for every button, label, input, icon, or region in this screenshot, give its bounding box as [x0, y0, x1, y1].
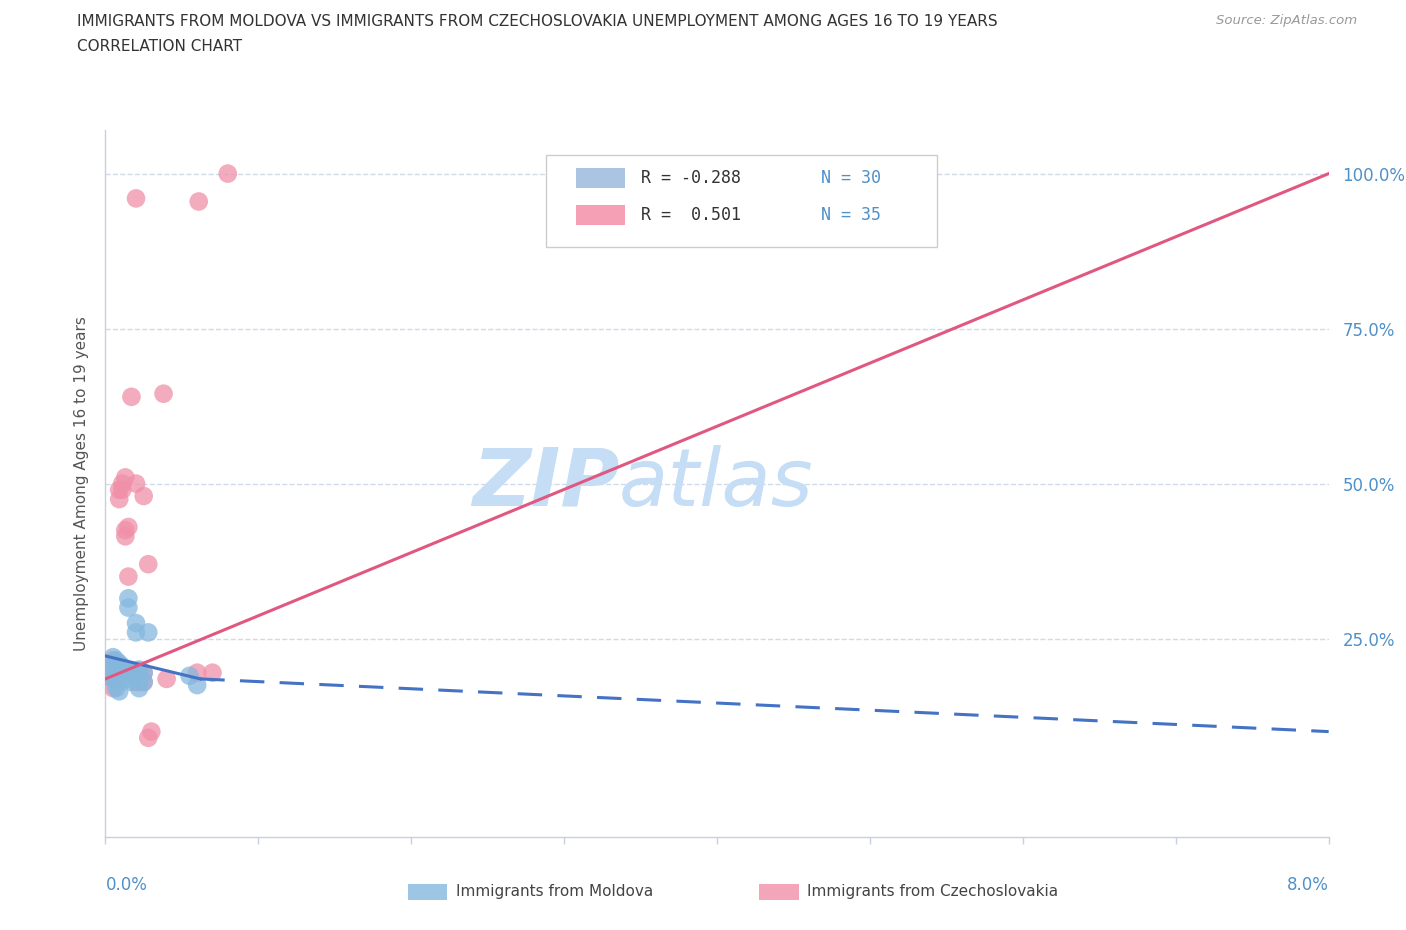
- Point: [120, 674, 142, 689]
- Point: [120, 665, 142, 680]
- Point: [132, 488, 155, 503]
- Point: [132, 665, 155, 680]
- Point: [108, 483, 131, 498]
- Point: [105, 671, 128, 686]
- Point: [111, 483, 134, 498]
- Point: [105, 671, 128, 686]
- Point: [101, 671, 124, 686]
- Text: Immigrants from Czechoslovakia: Immigrants from Czechoslovakia: [807, 884, 1059, 899]
- Point: [105, 662, 128, 677]
- Point: [105, 653, 128, 668]
- Point: [136, 730, 159, 745]
- Point: [105, 681, 128, 696]
- Point: [125, 191, 148, 206]
- Point: [179, 669, 201, 684]
- Point: [120, 390, 142, 405]
- Point: [128, 681, 150, 696]
- Point: [101, 659, 124, 674]
- Point: [132, 674, 155, 689]
- Point: [125, 616, 148, 631]
- Point: [141, 724, 163, 739]
- Point: [117, 591, 139, 605]
- Point: [120, 665, 142, 680]
- Point: [111, 665, 134, 680]
- Point: [136, 625, 159, 640]
- Point: [105, 662, 128, 677]
- Point: [101, 665, 124, 680]
- Point: [217, 166, 239, 181]
- Point: [125, 625, 148, 640]
- Point: [114, 523, 136, 538]
- Point: [186, 665, 208, 680]
- Point: [125, 674, 148, 689]
- Point: [101, 681, 124, 696]
- Text: atlas: atlas: [619, 445, 814, 523]
- Text: N = 35: N = 35: [821, 206, 882, 224]
- Point: [111, 476, 134, 491]
- Point: [132, 665, 155, 680]
- Text: CORRELATION CHART: CORRELATION CHART: [77, 39, 242, 54]
- Point: [114, 671, 136, 686]
- Point: [125, 476, 148, 491]
- Point: [125, 665, 148, 680]
- Point: [132, 674, 155, 689]
- Point: [101, 662, 124, 677]
- Point: [101, 653, 124, 668]
- Point: [201, 665, 224, 680]
- FancyBboxPatch shape: [546, 155, 938, 246]
- Point: [117, 600, 139, 615]
- Text: Immigrants from Moldova: Immigrants from Moldova: [456, 884, 652, 899]
- Text: 8.0%: 8.0%: [1286, 876, 1329, 894]
- Point: [101, 650, 124, 665]
- Point: [156, 671, 179, 686]
- Point: [136, 557, 159, 572]
- Point: [114, 662, 136, 677]
- Text: N = 30: N = 30: [821, 169, 882, 187]
- Text: R =  0.501: R = 0.501: [641, 206, 741, 224]
- Text: ZIP: ZIP: [472, 445, 619, 523]
- Text: IMMIGRANTS FROM MOLDOVA VS IMMIGRANTS FROM CZECHOSLOVAKIA UNEMPLOYMENT AMONG AGE: IMMIGRANTS FROM MOLDOVA VS IMMIGRANTS FR…: [77, 14, 998, 29]
- Point: [117, 520, 139, 535]
- Point: [108, 674, 131, 689]
- FancyBboxPatch shape: [576, 168, 626, 188]
- Point: [152, 386, 174, 401]
- Point: [186, 678, 208, 693]
- Point: [128, 674, 150, 689]
- Point: [114, 529, 136, 544]
- FancyBboxPatch shape: [576, 206, 626, 225]
- Text: R = -0.288: R = -0.288: [641, 169, 741, 187]
- Point: [108, 665, 131, 680]
- Point: [108, 684, 131, 698]
- Text: Source: ZipAtlas.com: Source: ZipAtlas.com: [1216, 14, 1357, 27]
- Point: [187, 194, 209, 209]
- Text: 0.0%: 0.0%: [105, 876, 148, 894]
- Point: [117, 569, 139, 584]
- Point: [128, 671, 150, 686]
- Point: [108, 656, 131, 671]
- Point: [111, 659, 134, 674]
- Point: [101, 671, 124, 686]
- Point: [108, 492, 131, 507]
- Y-axis label: Unemployment Among Ages 16 to 19 years: Unemployment Among Ages 16 to 19 years: [73, 316, 89, 651]
- Point: [128, 665, 150, 680]
- Point: [128, 662, 150, 677]
- Point: [114, 470, 136, 485]
